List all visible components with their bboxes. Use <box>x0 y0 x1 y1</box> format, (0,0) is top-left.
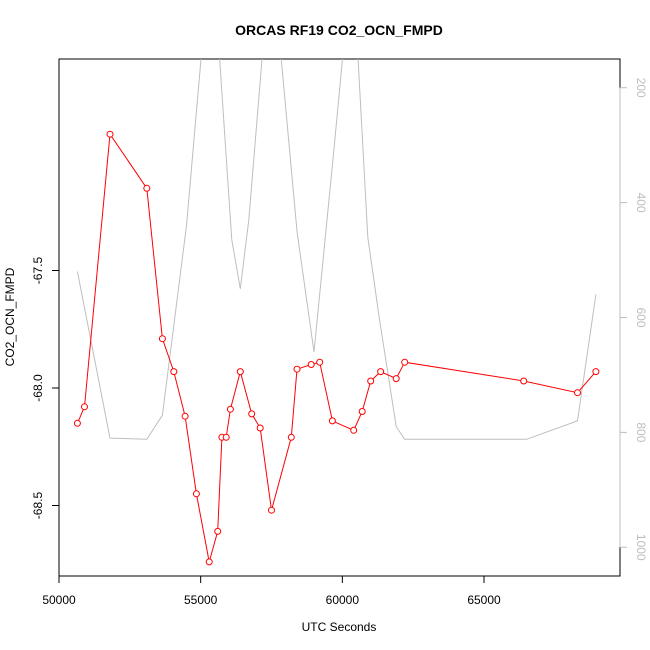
data-point <box>520 377 528 385</box>
y-tick-label: -68.5 <box>31 492 45 520</box>
data-point <box>222 433 230 441</box>
x-tick-label: 65000 <box>467 593 501 607</box>
data-point <box>248 410 256 418</box>
y-tick-label: -67.5 <box>31 257 45 285</box>
y-axis-label: CO2_OCN_FMPD <box>3 267 17 366</box>
data-point <box>574 389 581 397</box>
y-tick-label: -68.0 <box>31 374 45 402</box>
x-tick-label: 55000 <box>184 593 218 607</box>
data-point <box>226 405 234 413</box>
data-point <box>236 368 244 376</box>
data-point <box>367 377 375 385</box>
data-point <box>401 358 409 366</box>
x-axis-label: UTC Seconds <box>302 620 377 634</box>
data-point <box>158 335 166 343</box>
y2-tick-label: 600 <box>634 307 648 327</box>
data-point <box>256 424 264 432</box>
x-tick-label: 60000 <box>326 593 360 607</box>
data-point <box>358 408 366 415</box>
x-axis: 50000 55000 60000 65000 <box>42 575 501 607</box>
series-line <box>76 132 597 563</box>
data-point <box>73 419 81 427</box>
data-point <box>307 361 315 368</box>
data-point <box>170 368 178 376</box>
plot-frame <box>58 58 621 577</box>
y-axis-left: -67.5 -68.0 -68.5 <box>31 257 60 520</box>
data-point <box>214 527 222 535</box>
data-point <box>350 426 358 434</box>
data-point <box>293 365 301 373</box>
x-tick-label: 50000 <box>42 593 76 607</box>
data-point <box>287 433 295 441</box>
series-right-axis <box>76 59 597 440</box>
series-line-right <box>76 59 597 440</box>
data-point <box>181 412 189 420</box>
data-point <box>377 368 385 376</box>
y-axis-right: 200 400 600 800 1000 <box>619 78 648 561</box>
data-point <box>81 403 88 411</box>
y2-tick-label: 400 <box>634 193 648 213</box>
y2-tick-label: 200 <box>634 78 648 98</box>
y2-tick-label: 800 <box>634 422 648 442</box>
y2-tick-label: 1000 <box>634 534 648 561</box>
data-point <box>106 130 114 138</box>
data-point <box>316 358 324 366</box>
chart-title: ORCAS RF19 CO2_OCN_FMPD <box>235 22 443 38</box>
data-point <box>592 368 600 376</box>
data-point <box>205 558 213 566</box>
data-point <box>268 506 275 514</box>
data-point <box>392 375 400 383</box>
data-point <box>192 490 200 498</box>
data-point <box>328 417 336 425</box>
series-co2-ocn-fmpd <box>73 130 600 566</box>
data-point <box>143 184 151 192</box>
